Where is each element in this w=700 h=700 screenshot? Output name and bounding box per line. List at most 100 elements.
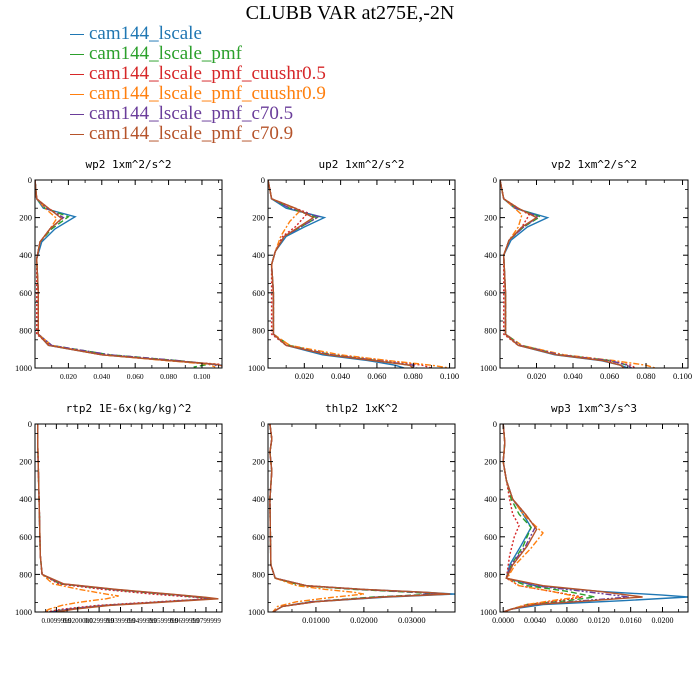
series-line (268, 180, 414, 368)
y-tick-label: 400 (484, 494, 497, 504)
x-tick-label: 0.080 (636, 371, 655, 381)
panel-title: wp2 1xm^2/s^2 (85, 158, 171, 171)
legend-entry: cam144_lscale_pmf_c70.9 (70, 124, 293, 144)
panel-lines (35, 180, 222, 368)
chart-panel: up2 1xm^2/s^2 0 200 400 600 800 1000 0.020 0.040… (248, 158, 459, 381)
panel-title: rtp2 1E-6x(kg/kg)^2 (66, 402, 192, 415)
plot-frame (267, 423, 456, 613)
chart-panel: rtp2 1E-6x(kg/kg)^2 0 200 400 600 800 1000 0.00… (15, 402, 223, 625)
y-tick-label: 400 (252, 250, 265, 260)
x-tick-label: 0.02000 (350, 615, 378, 625)
x-tick-label: 0.020 (60, 372, 77, 381)
legend-entry: cam144_lscale_pmf (70, 44, 242, 64)
x-tick-label: 0.040 (563, 371, 582, 381)
legend-entry: cam144_lscale_pmf_cuushr0.5 (70, 64, 326, 84)
y-tick-label: 600 (19, 532, 32, 542)
x-tick-label: 0.100 (673, 371, 692, 381)
y-tick-label: 1000 (248, 363, 265, 373)
panel-title: up2 1xm^2/s^2 (318, 158, 404, 171)
y-tick-label: 600 (484, 288, 497, 298)
y-tick-label: 1000 (15, 607, 32, 617)
chart-panel: vp2 1xm^2/s^2 0 200 400 600 800 1000 0.020 0.040… (480, 158, 692, 381)
series-line (268, 180, 414, 368)
y-tick-label: 200 (484, 457, 497, 467)
series-line (35, 180, 222, 367)
panel-lines (268, 180, 450, 368)
series-line (35, 180, 216, 368)
y-tick-label: 600 (252, 288, 265, 298)
x-tick-label: 0.01000 (302, 615, 330, 625)
x-tick-label: 0.0699999 (170, 617, 200, 625)
legend-entry: cam144_lscale_pmf_cuushr0.9 (70, 84, 326, 104)
series-line (35, 180, 222, 367)
series-line (502, 424, 583, 612)
legend-label: cam144_lscale_pmf_cuushr0.9 (89, 83, 326, 104)
y-tick-label: 200 (19, 213, 32, 223)
y-tick-label: 200 (19, 457, 32, 467)
x-tick-label: 0.100 (440, 371, 459, 381)
x-tick-label: 0.0200000 (63, 617, 93, 625)
y-tick-label: 1000 (15, 363, 32, 373)
x-tick-label: 0.0099999 (41, 617, 71, 625)
legend-swatch (70, 34, 84, 36)
series-line (502, 424, 643, 612)
series-line (35, 180, 211, 368)
y-tick-label: 0 (261, 419, 265, 429)
panel-lines (37, 424, 219, 612)
y-tick-label: 0 (493, 419, 497, 429)
y-tick-label: 400 (484, 250, 497, 260)
legend-label: cam144_lscale (89, 23, 202, 44)
x-tick-label: 0.0040 (524, 616, 546, 625)
x-tick-label: 0.0599999 (148, 617, 178, 625)
series-line (37, 424, 119, 612)
y-tick-label: 200 (484, 213, 497, 223)
series-line (500, 180, 656, 368)
panel-lines (502, 424, 688, 612)
plot-frame (499, 423, 689, 613)
x-tick-label: 0.060 (367, 371, 386, 381)
y-tick-label: 1000 (480, 363, 497, 373)
series-line (268, 180, 432, 368)
x-tick-label: 0.03000 (398, 615, 426, 625)
x-tick-label: 0.080 (160, 372, 177, 381)
x-tick-label: 0.0200 (652, 616, 674, 625)
y-tick-label: 0 (493, 175, 497, 185)
y-tick-label: 400 (252, 494, 265, 504)
y-tick-label: 400 (19, 250, 32, 260)
x-tick-label: 0.100 (194, 372, 211, 381)
legend-label: cam144_lscale_pmf_c70.5 (89, 103, 294, 124)
x-tick-label: 0.0000 (492, 616, 514, 625)
x-tick-label: 0.0120 (588, 616, 610, 625)
series-line (37, 424, 219, 612)
series-line (269, 424, 436, 612)
y-tick-label: 400 (19, 494, 32, 504)
series-line (35, 180, 222, 366)
x-tick-label: 0.0399999 (106, 617, 136, 625)
y-tick-label: 200 (252, 457, 265, 467)
x-tick-label: 0.020 (295, 371, 314, 381)
y-tick-label: 1000 (480, 607, 497, 617)
panel-title: wp3 1xm^3/s^3 (551, 402, 637, 415)
y-tick-label: 800 (252, 325, 265, 335)
x-tick-label: 0.060 (600, 371, 619, 381)
series-line (269, 424, 365, 612)
legend-swatch (70, 94, 84, 96)
x-tick-label: 0.0080 (556, 616, 578, 625)
plot-frame (267, 179, 456, 369)
figure-title: CLUBB VAR at275E,-2N (245, 2, 455, 24)
y-tick-label: 0 (28, 419, 32, 429)
series-line (268, 180, 418, 368)
x-tick-label: 0.040 (331, 371, 350, 381)
legend-swatch (70, 74, 84, 76)
series-line (502, 424, 595, 612)
panel-title: vp2 1xm^2/s^2 (551, 158, 637, 171)
chart-panel: thlp2 1xK^2 0 200 400 600 800 1000 0.01000 0.020… (248, 402, 456, 625)
x-tick-label: 0.0299999 (84, 617, 114, 625)
x-tick-label: 0.020 (527, 371, 546, 381)
panel-lines (269, 424, 455, 612)
y-tick-label: 800 (252, 569, 265, 579)
legend-label: cam144_lscale_pmf_cuushr0.5 (89, 63, 326, 84)
y-tick-label: 0 (261, 175, 265, 185)
